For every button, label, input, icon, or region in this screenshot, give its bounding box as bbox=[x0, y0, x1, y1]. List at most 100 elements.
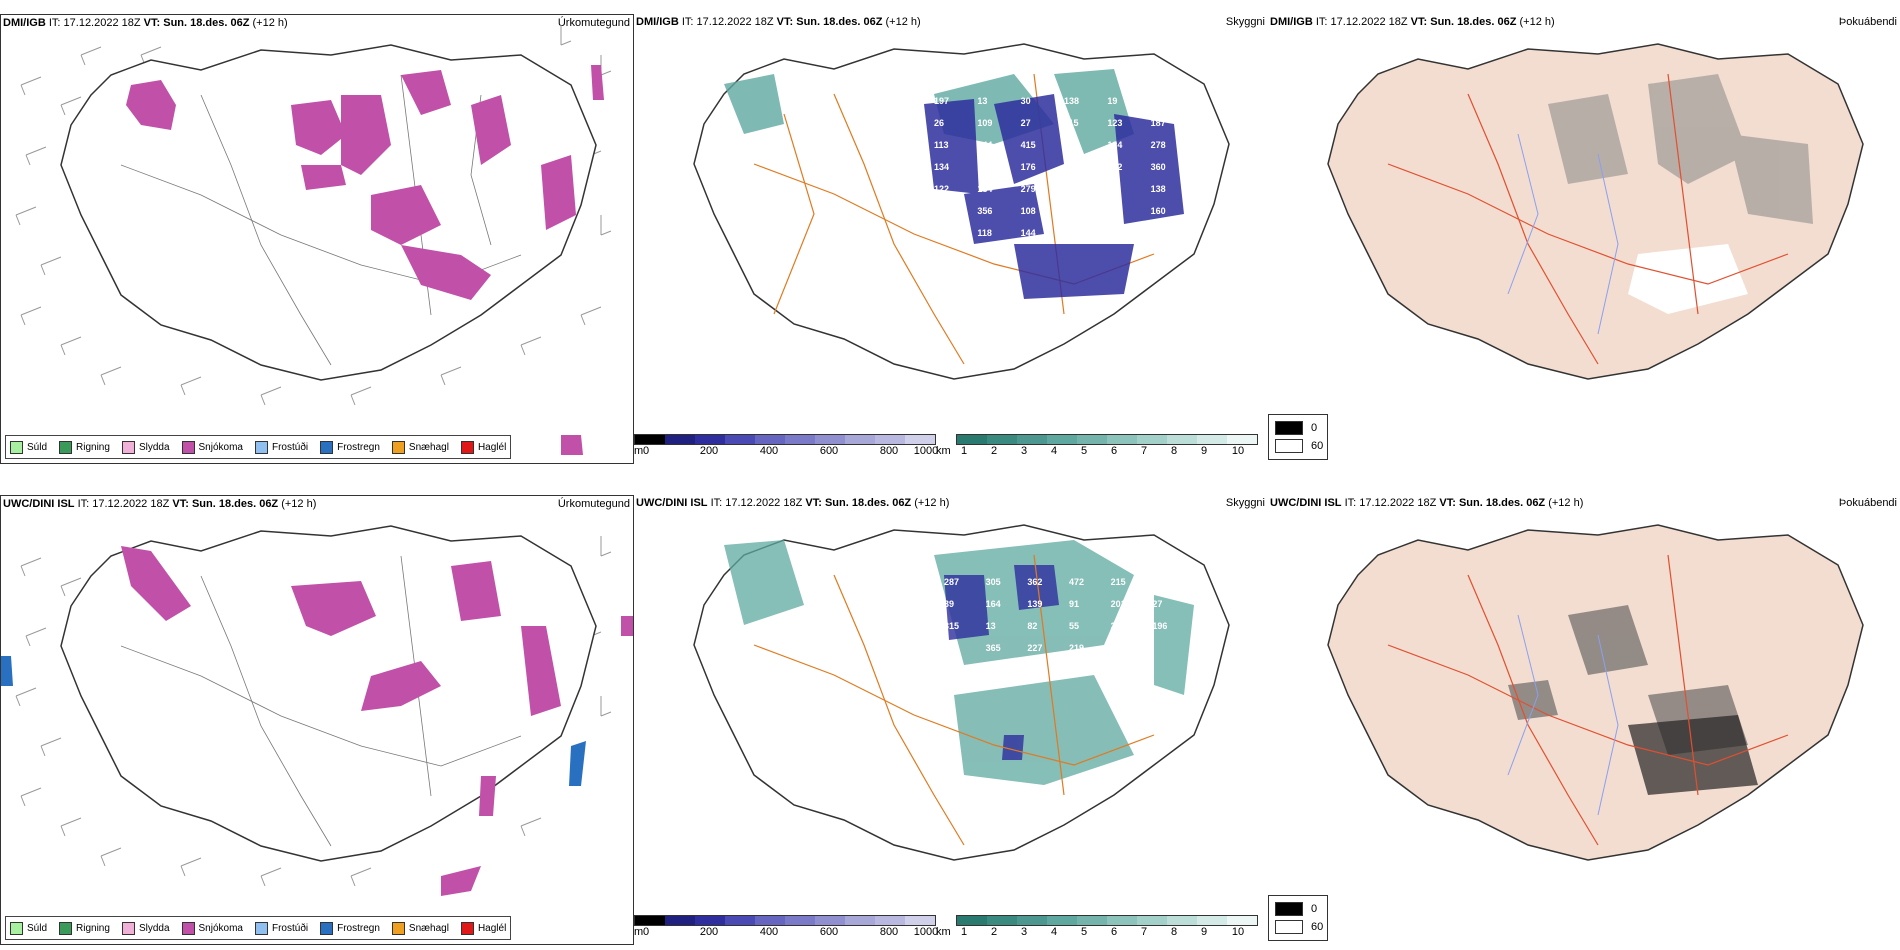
swatch bbox=[320, 440, 334, 454]
tick: 5 bbox=[1080, 926, 1088, 938]
cloud-label: 162 bbox=[1064, 140, 1079, 150]
key-label: 60 bbox=[1311, 440, 1324, 452]
tick: 200 bbox=[699, 445, 719, 457]
legend-item: Snæhagl bbox=[391, 921, 449, 935]
tick: 400 bbox=[759, 926, 779, 938]
cloud-label: 201 bbox=[1111, 599, 1126, 609]
tick: 800 bbox=[879, 445, 899, 457]
cloud-label: 27 bbox=[1021, 118, 1031, 128]
cloud-label: 196 bbox=[1152, 621, 1167, 631]
tick: 10 bbox=[1231, 445, 1245, 457]
swatch bbox=[10, 440, 23, 454]
it-value: 17.12.2022 18Z bbox=[63, 17, 141, 29]
cloud-label: 82 bbox=[1027, 621, 1037, 631]
swatch bbox=[254, 921, 268, 935]
vt-value: Sun. 18.des. 06Z bbox=[824, 497, 912, 509]
cloud-label: 160 bbox=[1151, 206, 1166, 216]
precip-map bbox=[1, 525, 633, 896]
legend-label: Slydda bbox=[138, 922, 170, 934]
legend-label: Frostúði bbox=[271, 441, 309, 453]
swatch bbox=[1275, 421, 1303, 435]
it-value: 17.12.2022 18Z bbox=[92, 498, 170, 510]
fog-map bbox=[1327, 43, 1864, 380]
cloud-label: 197 bbox=[934, 96, 949, 106]
lead-time: (+12 h) bbox=[252, 17, 288, 29]
it-label: IT: bbox=[1344, 497, 1357, 509]
panel-header: UWC/DINI ISL IT: 17.12.2022 18Z VT: Sun.… bbox=[636, 497, 949, 509]
vt-label: VT: bbox=[805, 497, 822, 509]
cloud-label: 60 bbox=[1107, 184, 1117, 194]
legend-item: Slydda bbox=[121, 440, 170, 454]
variable-title: Skyggni bbox=[1225, 16, 1265, 28]
cloud-label: 278 bbox=[1151, 140, 1166, 150]
variable-title: Þokuábendi bbox=[1838, 497, 1897, 509]
cloud-label: 279 bbox=[1021, 184, 1036, 194]
tick: 9 bbox=[1200, 926, 1208, 938]
swatch bbox=[391, 440, 405, 454]
legend-item: Snjókoma bbox=[181, 921, 243, 935]
lead-time: (+12 h) bbox=[914, 497, 950, 509]
tick: 1 bbox=[960, 926, 968, 938]
cloud-label: 108 bbox=[1021, 206, 1036, 216]
cloud-label: 362 bbox=[1027, 577, 1042, 587]
freezing-rain-areas bbox=[1, 656, 586, 786]
rivers bbox=[1507, 133, 1619, 335]
fog-panel-row2: UWC/DINI ISL IT: 17.12.2022 18Z VT: Sun.… bbox=[1268, 495, 1900, 945]
panel-header: DMI/IGB IT: 17.12.2022 18Z VT: Sun. 18.d… bbox=[3, 17, 288, 29]
cloud-label: 240 bbox=[1111, 621, 1126, 631]
key-label: 0 bbox=[1311, 903, 1318, 915]
cloudbase-areas bbox=[924, 94, 1184, 299]
fog-map bbox=[1327, 524, 1864, 861]
precip-panel-row2: UWC/DINI ISL IT: 17.12.2022 18Z VT: Sun.… bbox=[0, 495, 634, 945]
it-label: IT: bbox=[710, 497, 723, 509]
model-name: UWC/DINI ISL bbox=[1270, 497, 1342, 509]
tick: 600 bbox=[819, 926, 839, 938]
cloud-label: 176 bbox=[1021, 162, 1036, 172]
panel-header: UWC/DINI ISL IT: 17.12.2022 18Z VT: Sun.… bbox=[1270, 497, 1583, 509]
cloud-label: 187 bbox=[1151, 118, 1166, 128]
tick: 3 bbox=[1020, 926, 1028, 938]
it-value: 17.12.2022 18Z bbox=[1330, 16, 1408, 28]
swatch bbox=[59, 921, 73, 935]
cloud-label: 118 bbox=[977, 228, 992, 238]
panel-header: UWC/DINI ISL IT: 17.12.2022 18Z VT: Sun.… bbox=[3, 498, 316, 510]
it-value: 17.12.2022 18Z bbox=[696, 16, 774, 28]
tick: 9 bbox=[1200, 445, 1208, 457]
tick: 0 bbox=[642, 445, 650, 457]
cloud-label: 113 bbox=[934, 140, 949, 150]
it-value: 17.12.2022 18Z bbox=[725, 497, 803, 509]
fog-key-row2: 0 60 bbox=[1268, 895, 1328, 941]
legend-label: Frostúði bbox=[271, 922, 309, 934]
tick: 4 bbox=[1050, 926, 1058, 938]
cloud-label: 144 bbox=[977, 140, 992, 150]
cloud-label: 215 bbox=[1111, 577, 1126, 587]
model-name: UWC/DINI ISL bbox=[3, 498, 75, 510]
cloud-label: 117 bbox=[1064, 206, 1079, 216]
cloud-label: 115 bbox=[1064, 118, 1079, 128]
vt-value: Sun. 18.des. 06Z bbox=[191, 498, 279, 510]
tick: 800 bbox=[879, 926, 899, 938]
lead-time: (+12 h) bbox=[885, 16, 921, 28]
cloud-label: 187 bbox=[1064, 162, 1079, 172]
precip-legend: Súld Rigning Slydda Snjókoma Frostúði Fr… bbox=[5, 435, 512, 459]
cloud-label: 24 bbox=[1152, 577, 1162, 587]
legend-item: Slydda bbox=[121, 921, 170, 935]
model-name: DMI/IGB bbox=[1270, 16, 1313, 28]
swatch bbox=[1275, 920, 1303, 934]
cloudbase-areas bbox=[944, 565, 1059, 760]
legend-label: Snjókoma bbox=[198, 441, 243, 453]
swatch bbox=[460, 921, 474, 935]
vt-value: Sun. 18.des. 06Z bbox=[163, 17, 250, 29]
vt-label: VT: bbox=[776, 16, 794, 28]
vt-value: Sun. 18.des. 06Z bbox=[1430, 16, 1517, 28]
cloud-label: 315 bbox=[944, 621, 959, 631]
fog-shading bbox=[1548, 74, 1813, 224]
cloud-labels: 287 305 362 472 215 24 39 164 139 91 201 27 315 13 82 5… bbox=[944, 577, 1167, 653]
roads bbox=[1387, 554, 1789, 846]
cloud-label: 164 bbox=[986, 599, 1001, 609]
it-label: IT: bbox=[1315, 16, 1328, 28]
cloud-label: 55 bbox=[1069, 621, 1079, 631]
precip-map bbox=[15, 25, 612, 455]
lead-time: (+12 h) bbox=[281, 498, 317, 510]
cloud-map: 197 13 30 138 19 185 26 109 27 115 123 187 113 144 415… bbox=[693, 43, 1230, 380]
